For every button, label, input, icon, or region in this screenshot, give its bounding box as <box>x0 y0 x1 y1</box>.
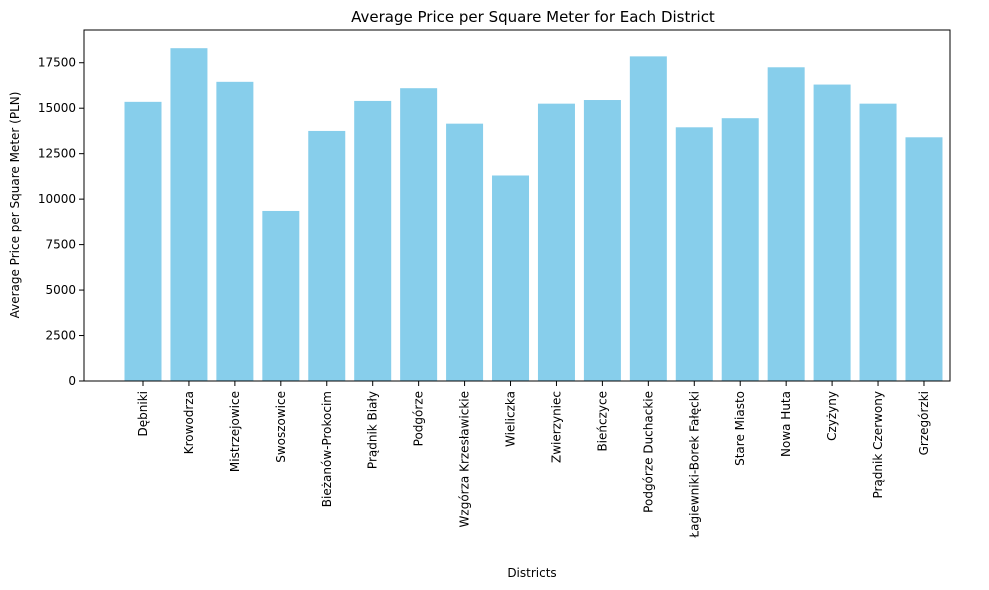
y-tick-label: 5000 <box>45 283 76 297</box>
bar <box>767 67 805 381</box>
bar <box>583 100 621 382</box>
x-tick-label: Zwierzyniec <box>549 391 563 463</box>
plot-frame <box>83 29 951 382</box>
x-axis-label: Districts <box>507 566 556 580</box>
x-tick-label: Czyżyny <box>825 391 839 441</box>
x-tick-label: Grzegórzki <box>917 391 931 455</box>
bar <box>905 137 943 381</box>
bars-group <box>124 48 943 382</box>
bar <box>400 88 438 381</box>
bar <box>859 103 897 381</box>
x-tick-label: Podgórze <box>412 391 426 446</box>
y-tick-label: 12500 <box>38 147 76 161</box>
y-tick-label: 7500 <box>45 238 76 252</box>
x-tick-label: Stare Miasto <box>733 391 747 466</box>
x-axis-ticks: Dębniki Krowodrza Mistrzejowice Swoszowice B… <box>136 381 931 539</box>
x-tick-label: Mistrzejowice <box>228 391 242 472</box>
x-tick-label: Wzgórza Krzesławickie <box>458 391 472 527</box>
x-tick-label: Prądnik Czerwony <box>871 391 885 499</box>
bar <box>216 81 254 381</box>
bar <box>537 103 575 381</box>
bar <box>170 48 208 381</box>
y-tick-label: 2500 <box>45 329 76 343</box>
y-axis-label: Average Price per Square Meter (PLN) <box>8 92 22 319</box>
chart-title: Average Price per Square Meter for Each … <box>351 8 715 26</box>
y-tick-label: 15000 <box>38 101 76 115</box>
bar <box>629 56 667 382</box>
x-tick-label: Nowa Huta <box>779 391 793 457</box>
bar <box>813 84 851 381</box>
x-tick-label: Podgórze Duchackie <box>641 391 655 513</box>
bar <box>721 118 759 381</box>
bar <box>675 127 713 381</box>
y-tick-label: 0 <box>68 374 76 388</box>
x-tick-label: Bieżanów-Prokocim <box>320 391 334 507</box>
bar <box>492 175 530 381</box>
bar <box>308 130 346 381</box>
x-tick-label: Łagiewniki-Borek Fałęcki <box>687 391 701 539</box>
bar <box>354 100 392 382</box>
y-tick-label: 10000 <box>38 192 76 206</box>
y-tick-label: 17500 <box>38 56 76 70</box>
x-tick-label: Prądnik Biały <box>366 391 380 469</box>
bar <box>262 210 300 381</box>
bar <box>446 123 484 381</box>
x-tick-label: Bieńczyce <box>595 391 609 452</box>
y-axis-ticks: 0 2500 5000 7500 10000 12500 15000 17500 <box>38 56 84 388</box>
bar <box>124 101 162 381</box>
x-tick-label: Krowodrza <box>182 391 196 454</box>
x-tick-label: Dębniki <box>136 391 150 436</box>
x-tick-label: Wieliczka <box>504 391 518 447</box>
x-tick-label: Swoszowice <box>274 391 288 463</box>
